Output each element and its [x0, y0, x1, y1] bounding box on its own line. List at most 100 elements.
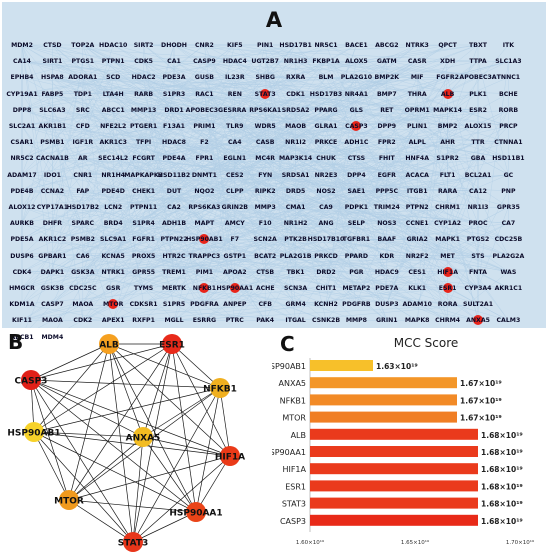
gene-label: GSK3B [40, 285, 65, 292]
gene-label: CA14 [13, 58, 31, 66]
gene-label: BMP2 [437, 123, 458, 130]
hub-gene-marker [229, 283, 240, 293]
gene-label: PDGFRB [342, 301, 371, 309]
gene-label: PIN1 [257, 42, 274, 49]
gene-label: PRCP [499, 123, 518, 130]
gene-label: RXRA [286, 74, 306, 82]
gene-label: PLA2G2A [492, 252, 525, 260]
gene-label: AKR1C2 [38, 236, 67, 244]
gene-label: MAOB [285, 123, 307, 130]
network-edge [132, 387, 221, 543]
gene-label: SHBG [255, 74, 275, 82]
mcc-score-chart: HSP90AB1 1.63×10¹⁹ ANXA5 1.67×10¹⁹ NFKB1 1.67… [272, 358, 534, 546]
gene-label: NR2F2 [405, 252, 429, 260]
gene-label: PSMB1 [40, 139, 65, 147]
data-label: 1.68×10¹⁹ [481, 448, 523, 457]
network-edge [33, 387, 221, 433]
gene-label: CA2 [167, 204, 181, 211]
gene-label: FYN [258, 171, 273, 179]
hub-node-hsp90ab1 [24, 422, 44, 442]
gene-label: AR [78, 155, 88, 163]
network-edge [68, 343, 173, 501]
gene-label: ESRRA [223, 106, 247, 114]
network-edge [30, 379, 231, 457]
network-edge [30, 343, 173, 381]
hub-gene-marker [199, 283, 210, 293]
gene-label: PTGS1 [71, 58, 95, 66]
gene-label: SCN3A [283, 285, 308, 292]
gene-label: AURKB [10, 220, 34, 228]
gene-label: MET [440, 252, 455, 260]
gene-label: SCN2A [253, 236, 277, 244]
gene-label: MDM2 [11, 42, 33, 49]
network-edge [142, 436, 197, 513]
network-edge [132, 455, 231, 543]
gene-label: DPP8 [12, 106, 32, 114]
gene-label: FCGRT [132, 155, 155, 163]
network-edge [68, 343, 110, 501]
gene-label: CCNA2 [40, 187, 65, 195]
ppi-network-edges [21, 44, 509, 328]
hub-node-casp3 [21, 370, 41, 390]
gene-label: GRIA2 [406, 236, 428, 244]
gene-label: PRKCD [314, 252, 338, 260]
gene-label: MAPK14 [433, 106, 463, 114]
gene-label: TGFBR1 [342, 236, 371, 244]
hub-gene-marker [442, 88, 453, 99]
gene-label: PTPN1 [101, 58, 125, 66]
gene-label: TBXT [469, 42, 487, 49]
gene-label: CMA1 [285, 204, 306, 211]
gene-label: FGFR1 [132, 236, 155, 244]
gene-label: TFPI [135, 139, 152, 147]
gene-label: PTPN22 [160, 236, 188, 244]
gene-label: SELP [347, 220, 365, 228]
network-edge [30, 379, 221, 389]
gene-label: ALOX12 [8, 204, 36, 211]
gene-label: CA4 [227, 139, 242, 147]
hub-node-hif1a [220, 446, 240, 466]
gene-label: RPS6KA3 [188, 204, 221, 211]
hub-gene-marker [351, 121, 362, 131]
data-label: 1.67×10¹⁹ [460, 379, 502, 388]
gene-label: ABCB1 [10, 333, 34, 341]
hub-node-label: STAT3 [118, 539, 149, 549]
gene-label: AHR [440, 139, 455, 147]
gene-label: DPP9 [377, 123, 397, 130]
gene-label: HDAC10 [99, 42, 128, 49]
gene-label: APOA2 [223, 268, 247, 276]
gene-label: FPR1 [195, 155, 214, 163]
hub-gene-marker [260, 88, 271, 99]
gene-label: MAPK8 [404, 317, 430, 325]
gene-label: FPR2 [377, 139, 396, 147]
bar [310, 360, 373, 371]
gene-label: NR1I3 [467, 204, 489, 211]
data-label: 1.68×10¹⁹ [481, 465, 523, 474]
gene-label: RPS6KA1 [249, 106, 282, 114]
gene-label: SIRT1 [42, 58, 63, 66]
data-label: 1.63×10¹⁹ [376, 362, 418, 371]
gene-label: CHRM1 [435, 204, 461, 211]
gene-label: ADORA1 [68, 74, 98, 82]
hub-node-anxa5 [133, 427, 153, 447]
gene-label: DUT [166, 187, 182, 195]
gene-label: ACACA [405, 171, 429, 179]
gene-label-grid: MDM2 CTSD TOP2A HDAC10 SIRT2 DHODH CNR2 KIF5 PIN… [2, 2, 546, 341]
hub-node-label: HSP90AA1 [169, 509, 222, 519]
gene-label: MAOA [72, 301, 94, 309]
gene-label: HDAC2 [131, 74, 156, 82]
network-edge [33, 431, 144, 438]
gene-label: ABCC1 [101, 106, 125, 114]
hub-node-label: HIF1A [215, 453, 245, 463]
hub-node-hsp90aa1 [186, 502, 206, 522]
bar [310, 480, 478, 492]
gene-label: MAPT [194, 220, 215, 228]
network-edge [33, 431, 70, 501]
gene-label: MDM4 [41, 333, 64, 341]
gene-label: LCN2 [104, 204, 123, 211]
panel-label-a: A [265, 8, 283, 32]
gene-label: RORB [498, 106, 519, 114]
hub-node-label: MTOR [54, 497, 84, 507]
gene-label: CALM3 [496, 317, 521, 325]
gene-label: SLC1A3 [495, 58, 522, 66]
network-edge [108, 343, 197, 513]
